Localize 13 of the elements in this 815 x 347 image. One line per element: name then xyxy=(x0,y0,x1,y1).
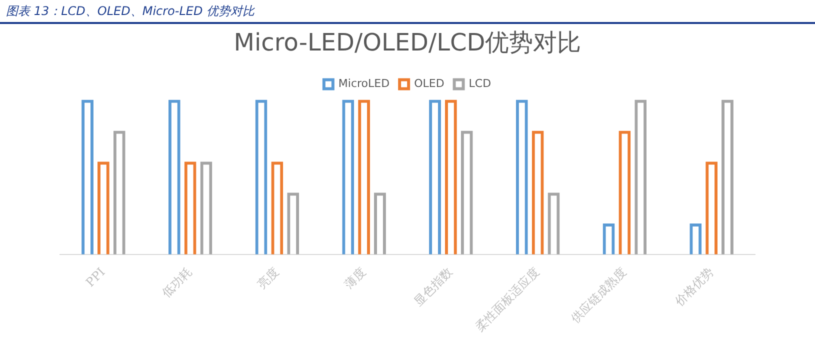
x-tick-label: 供应链成熟度 xyxy=(568,264,630,326)
legend-label: OLED xyxy=(414,77,444,90)
x-tick-label: PPI xyxy=(83,264,108,290)
x-tick-label: 亮度 xyxy=(254,264,282,292)
x-tick-label: 显色指数 xyxy=(411,264,456,309)
x-tick-label: 价格优势 xyxy=(671,264,716,310)
x-tick-label: 薄度 xyxy=(342,264,368,292)
chart-title: Micro-LED/OLED/LCD优势对比 xyxy=(234,28,582,57)
x-tick-label: 低功耗 xyxy=(159,264,195,300)
text: 图表 13：LCD、OLED、Micro-LED 优势对比 xyxy=(0,0,815,24)
legend-label: MicroLED xyxy=(338,77,390,90)
x-tick-label: 柔性面板适应度 xyxy=(472,264,542,334)
legend-label: LCD xyxy=(468,77,492,90)
